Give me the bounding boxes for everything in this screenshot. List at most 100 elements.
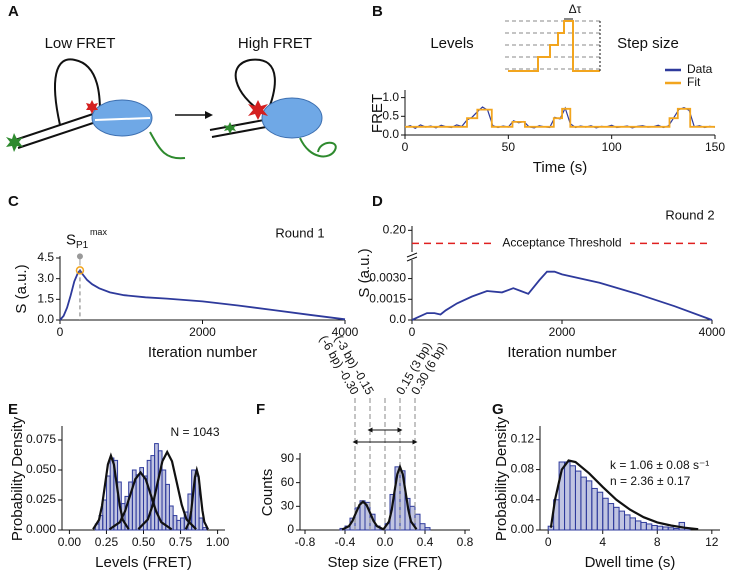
histogram-bar bbox=[180, 517, 185, 531]
dna bbox=[94, 117, 151, 121]
histogram-bar bbox=[569, 465, 576, 531]
histogram-bar bbox=[624, 514, 631, 531]
fit-curve bbox=[108, 470, 173, 531]
x-tick-label: 0.8 bbox=[457, 535, 474, 549]
histogram-bar bbox=[580, 476, 587, 531]
y-tick-label: 4.5 bbox=[37, 250, 54, 264]
x-axis-label: Iteration number bbox=[507, 344, 616, 361]
x-tick-label: 150 bbox=[705, 140, 725, 154]
x-tick-label: 0.00 bbox=[58, 535, 82, 549]
panel-label: E bbox=[8, 401, 18, 418]
y-tick-label: 0.20 bbox=[383, 223, 407, 237]
diagram: Low FRET High FRET bbox=[6, 35, 337, 160]
axis-break bbox=[406, 252, 418, 262]
x-axis-label: Time (s) bbox=[533, 159, 587, 176]
histogram-bar bbox=[109, 457, 115, 531]
y-axis-label: Probability Density bbox=[493, 416, 510, 541]
strand bbox=[149, 131, 186, 160]
x-tick-label: 1.00 bbox=[206, 535, 230, 549]
histogram-bar bbox=[194, 475, 200, 531]
y-tick-label: 0.00 bbox=[511, 522, 535, 536]
x-tick-label: 0.75 bbox=[169, 535, 193, 549]
panel-label: G bbox=[492, 401, 504, 418]
histogram-bar bbox=[198, 517, 204, 531]
panel-label: C bbox=[8, 193, 19, 210]
schematic-step bbox=[508, 20, 600, 72]
histogram-bar bbox=[102, 499, 107, 531]
y-tick-label: 0.0 bbox=[382, 127, 399, 141]
protein bbox=[261, 97, 323, 139]
y-tick-label: 0 bbox=[287, 522, 294, 536]
annotation: N = 1043 bbox=[170, 425, 219, 439]
histogram-bar bbox=[662, 526, 669, 531]
x-tick-label: 4000 bbox=[332, 325, 359, 339]
histogram-bar bbox=[618, 510, 626, 531]
histogram-bar bbox=[105, 475, 111, 531]
histogram-bar bbox=[591, 487, 598, 531]
x-tick-label: 8 bbox=[654, 535, 661, 549]
x-tick-label: 0.50 bbox=[132, 535, 156, 549]
acceptor bbox=[86, 100, 98, 114]
annotation: n = 2.36 ± 0.17 bbox=[610, 474, 691, 488]
donor bbox=[224, 122, 236, 134]
histogram-bar bbox=[176, 519, 182, 531]
histogram-bar bbox=[673, 527, 680, 531]
y-tick-label: 0.0 bbox=[389, 312, 406, 326]
histogram-bar bbox=[172, 515, 178, 531]
x-tick-label: 50 bbox=[502, 140, 516, 154]
panel-label: F bbox=[256, 401, 265, 418]
fit-curve bbox=[184, 465, 209, 530]
x-tick-label: 0 bbox=[409, 325, 416, 339]
histogram-bar bbox=[585, 480, 593, 531]
y-tick-label: 0.5 bbox=[382, 108, 399, 122]
protein bbox=[91, 99, 153, 137]
peak-label-sub: P1 bbox=[76, 240, 89, 251]
y-tick-label: 0.0030 bbox=[369, 271, 406, 285]
x-tick-label: 0 bbox=[57, 325, 64, 339]
y-tick-label: 0.025 bbox=[26, 492, 56, 506]
x-axis-label: Iteration number bbox=[148, 344, 257, 361]
x-tick-label: 0 bbox=[545, 535, 552, 549]
x-tick-label: 4000 bbox=[699, 325, 726, 339]
y-axis-label: S (a.u.) bbox=[13, 264, 30, 313]
annotation: k = 1.06 ± 0.08 s⁻¹ bbox=[610, 458, 709, 472]
dna-loop bbox=[54, 58, 101, 126]
histogram-bar bbox=[602, 497, 609, 531]
diagram-label: Low FRET bbox=[45, 35, 116, 52]
y-axis-label: Probability Density bbox=[9, 416, 26, 541]
y-tick-label: 0.050 bbox=[26, 462, 56, 476]
y-axis-label: S (a.u.) bbox=[356, 248, 373, 297]
x-tick-label: 0.0 bbox=[377, 535, 394, 549]
threshold-label: Acceptance Threshold bbox=[502, 236, 621, 250]
acceptor bbox=[248, 100, 268, 120]
dna-loop bbox=[234, 58, 276, 113]
schematic: Levels Step size Δτ bbox=[430, 2, 679, 72]
x-tick-label: -0.4 bbox=[335, 535, 356, 549]
x-tick-label: -0.8 bbox=[295, 535, 316, 549]
histogram-bar bbox=[150, 455, 156, 531]
arrow-head bbox=[205, 111, 213, 119]
y-axis-label: Counts bbox=[259, 469, 276, 517]
y-tick-label: 0.04 bbox=[511, 492, 535, 506]
histogram-bar bbox=[168, 505, 174, 531]
y-tick-label: 0.000 bbox=[26, 522, 56, 536]
fit-curve bbox=[549, 459, 699, 531]
histogram-bar bbox=[607, 503, 615, 531]
histogram-bar bbox=[634, 520, 642, 531]
x-tick-label: 12 bbox=[705, 535, 719, 549]
y-axis-label: FRET bbox=[369, 94, 386, 133]
fit-curve bbox=[341, 500, 385, 531]
x-tick-label: 0.4 bbox=[417, 535, 434, 549]
y-tick-label: 30 bbox=[281, 498, 295, 512]
x-tick-label: 100 bbox=[602, 140, 622, 154]
x-tick-label: 2000 bbox=[189, 325, 216, 339]
histogram-bar bbox=[596, 491, 604, 531]
schematic-label: Levels bbox=[430, 35, 473, 52]
y-tick-label: 90 bbox=[281, 451, 295, 465]
histogram-bar bbox=[645, 523, 653, 531]
x-axis-label: Step size (FRET) bbox=[327, 554, 442, 571]
histogram-bar bbox=[656, 525, 664, 531]
peak-label: S bbox=[66, 231, 76, 248]
chart-title: Round 1 bbox=[275, 225, 324, 240]
series-line bbox=[59, 268, 346, 321]
